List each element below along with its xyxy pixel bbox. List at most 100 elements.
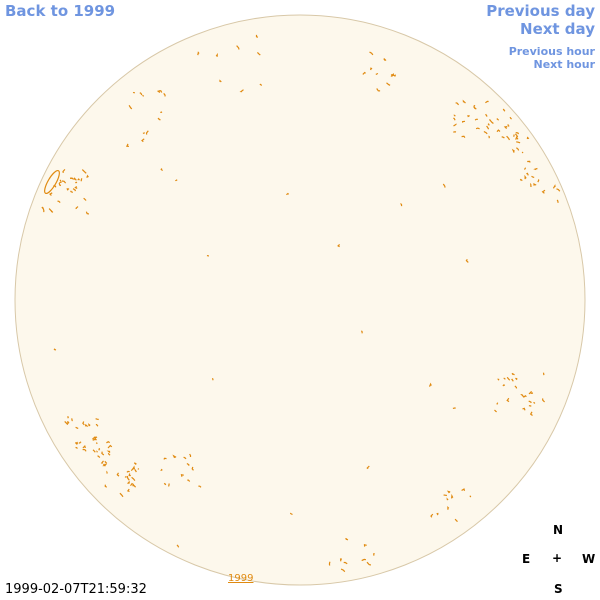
contour <box>211 378 214 381</box>
contour <box>127 480 130 485</box>
previous-hour-link[interactable]: Previous hour <box>508 45 595 58</box>
contour <box>529 411 533 416</box>
contour <box>502 108 506 112</box>
contour <box>126 470 130 473</box>
contour <box>366 561 372 566</box>
contour <box>104 460 108 464</box>
contour <box>514 385 518 389</box>
contour <box>239 89 244 93</box>
contour <box>502 384 506 387</box>
contour <box>511 378 514 382</box>
contour <box>541 189 546 194</box>
contour <box>506 376 511 381</box>
contour <box>511 372 515 376</box>
contour <box>70 190 74 193</box>
contour <box>75 426 79 430</box>
contour <box>93 436 98 441</box>
contour <box>483 130 488 135</box>
contour <box>386 82 391 86</box>
contour <box>339 558 342 562</box>
contour <box>390 74 394 77</box>
contour <box>496 402 499 405</box>
contour <box>84 423 88 428</box>
contour <box>556 199 559 203</box>
contour <box>215 52 218 57</box>
contour <box>96 450 98 453</box>
contour <box>509 116 512 120</box>
contour <box>533 401 536 404</box>
contour <box>453 123 457 127</box>
contour <box>489 119 494 124</box>
contour <box>81 169 87 174</box>
year-link[interactable]: 1999 <box>228 573 254 584</box>
contour <box>134 469 137 473</box>
contour <box>430 513 434 518</box>
contour <box>42 208 45 213</box>
contour <box>48 208 54 213</box>
contour <box>514 133 519 138</box>
contour <box>97 455 101 458</box>
contour <box>455 102 460 106</box>
next-hour-link[interactable]: Next hour <box>533 58 596 71</box>
contour <box>186 462 190 466</box>
contour <box>363 544 367 547</box>
contour <box>523 167 527 170</box>
contour <box>515 377 518 381</box>
contour <box>485 100 489 104</box>
contour <box>531 175 535 178</box>
contour <box>58 182 62 187</box>
contour <box>467 115 470 118</box>
contour <box>92 438 96 441</box>
contour <box>496 129 501 133</box>
contour <box>376 88 381 92</box>
contour <box>126 488 130 493</box>
contour <box>106 440 111 444</box>
contour <box>494 409 498 413</box>
contour <box>451 493 454 499</box>
previous-day-link[interactable]: Previous day <box>486 2 595 20</box>
contour <box>102 463 107 467</box>
contour <box>78 441 82 444</box>
contour <box>340 568 346 573</box>
contour <box>180 474 184 477</box>
contour <box>124 476 127 478</box>
compass-west: W <box>582 552 596 566</box>
contour <box>189 453 192 457</box>
contour <box>106 450 111 454</box>
contour <box>524 174 527 180</box>
contour <box>59 181 62 184</box>
back-link[interactable]: Back to 1999 <box>5 2 116 20</box>
contour <box>461 488 466 492</box>
contour <box>66 188 70 191</box>
contour <box>256 51 261 56</box>
contour <box>107 444 113 449</box>
contour <box>369 51 374 56</box>
contour <box>101 451 105 456</box>
contour <box>366 465 370 470</box>
contour <box>523 395 527 398</box>
contour <box>527 160 531 163</box>
contour <box>526 136 530 140</box>
contour <box>497 378 500 381</box>
contour <box>92 436 97 440</box>
contour <box>461 135 466 138</box>
contour <box>75 181 78 184</box>
compass-south: S <box>554 582 563 596</box>
contour <box>157 90 161 93</box>
contour <box>57 200 61 204</box>
contour <box>219 79 222 83</box>
contour <box>198 485 202 488</box>
contour <box>67 421 70 424</box>
contour <box>168 483 170 487</box>
contour <box>88 423 91 427</box>
contour <box>400 203 403 207</box>
contour <box>95 418 99 421</box>
contour <box>95 423 99 427</box>
contour <box>552 184 556 189</box>
contour <box>103 463 105 466</box>
contour <box>453 114 456 117</box>
contour <box>446 490 451 494</box>
next-day-link[interactable]: Next day <box>520 20 595 38</box>
contour <box>533 167 538 171</box>
contour <box>141 138 145 143</box>
